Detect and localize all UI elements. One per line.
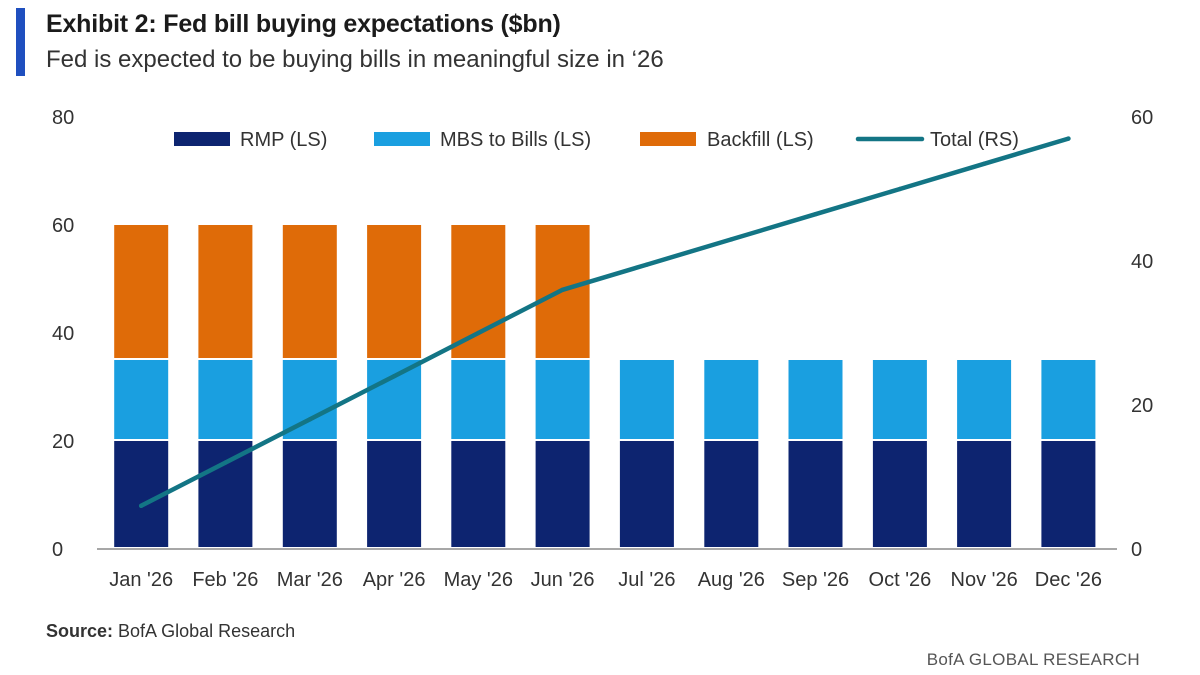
bar-backfill xyxy=(367,225,422,358)
left-axis: 0 20 40 60 80 xyxy=(52,107,74,561)
bar-mbs-to-bills xyxy=(872,360,927,439)
legend-swatch-mbs-to-bills xyxy=(374,132,430,146)
left-tick-label: 0 xyxy=(52,539,63,561)
line-point xyxy=(223,460,228,465)
legend-label: Total (RS) xyxy=(930,129,1019,151)
line-layer xyxy=(138,136,1071,509)
bar-rmp xyxy=(535,441,590,547)
x-tick-label: Jul '26 xyxy=(618,569,675,591)
source-label: Source: xyxy=(46,621,114,641)
line-point xyxy=(813,212,818,217)
line-point xyxy=(729,237,734,242)
legend-swatch-backfill xyxy=(640,132,696,146)
x-tick-label: Apr '26 xyxy=(363,569,426,591)
bar-mbs-to-bills xyxy=(957,360,1012,439)
bar-rmp xyxy=(282,441,337,547)
x-tick-label: Feb '26 xyxy=(192,569,258,591)
bar-rmp xyxy=(1041,441,1096,547)
bar-backfill xyxy=(282,225,337,358)
line-point xyxy=(981,161,987,166)
x-tick-label: Oct '26 xyxy=(869,569,932,591)
bar-rmp xyxy=(451,441,506,547)
x-tick-label: Mar '26 xyxy=(277,569,343,591)
bar-mbs-to-bills xyxy=(198,360,253,439)
bar-rmp xyxy=(872,441,927,547)
bar-mbs-to-bills xyxy=(619,360,674,439)
line-point xyxy=(644,262,650,267)
bar-mbs-to-bills xyxy=(367,360,422,439)
line-point xyxy=(1066,136,1071,141)
x-tick-label: May '26 xyxy=(444,569,513,591)
bar-rmp xyxy=(619,441,674,547)
legend-label: Backfill (LS) xyxy=(707,129,814,151)
bar-mbs-to-bills xyxy=(451,360,506,439)
line-point xyxy=(307,417,312,422)
right-tick-label: 60 xyxy=(1131,107,1153,129)
bars-layer xyxy=(114,225,1096,547)
x-tick-label: Sep '26 xyxy=(782,569,849,591)
line-point xyxy=(139,503,144,508)
x-tick-label: Dec '26 xyxy=(1035,569,1102,591)
source-text: BofA Global Research xyxy=(113,621,296,641)
chart-subtitle: Fed is expected to be buying bills in me… xyxy=(46,46,664,73)
bar-mbs-to-bills xyxy=(788,360,843,439)
x-tick-label: Nov '26 xyxy=(951,569,1018,591)
x-tick-label: Jun '26 xyxy=(531,569,595,591)
right-tick-label: 20 xyxy=(1131,395,1153,417)
right-tick-label: 40 xyxy=(1131,251,1153,273)
x-tick-label: Aug '26 xyxy=(698,569,765,591)
brand-watermark: BofA GLOBAL RESEARCH xyxy=(926,650,1140,669)
bar-rmp xyxy=(704,441,759,547)
bar-backfill xyxy=(198,225,253,358)
chart-title: Exhibit 2: Fed bill buying expectations … xyxy=(46,10,561,38)
bar-rmp xyxy=(788,441,843,547)
legend-label: RMP (LS) xyxy=(240,129,327,151)
bar-rmp xyxy=(957,441,1012,547)
legend-label: MBS to Bills (LS) xyxy=(440,129,591,151)
bar-backfill xyxy=(451,225,506,358)
line-point xyxy=(391,374,397,379)
bar-backfill xyxy=(114,225,169,358)
bar-mbs-to-bills xyxy=(704,360,759,439)
bar-mbs-to-bills xyxy=(114,360,169,439)
left-tick-label: 60 xyxy=(52,215,74,237)
line-point xyxy=(560,287,565,292)
line-total xyxy=(138,136,1071,509)
bar-mbs-to-bills xyxy=(535,360,590,439)
x-axis: Jan '26 Feb '26 Mar '26 Apr '26 May '26 Jun '… xyxy=(109,569,1102,591)
bar-mbs-to-bills xyxy=(282,360,337,439)
bar-mbs-to-bills xyxy=(1041,360,1096,439)
right-axis: 0 20 40 60 xyxy=(1131,107,1153,561)
line-point xyxy=(476,330,481,336)
x-tick-label: Jan '26 xyxy=(109,569,173,591)
line-point xyxy=(897,186,903,192)
legend-swatch-rmp xyxy=(174,132,230,146)
legend: RMP (LS) MBS to Bills (LS) Backfill (LS) To… xyxy=(174,129,1019,151)
source-note: Source: BofA Global Research xyxy=(46,621,295,642)
right-tick-label: 0 xyxy=(1131,539,1142,561)
title-accent-bar xyxy=(16,8,25,76)
bar-rmp xyxy=(198,441,253,547)
left-tick-label: 40 xyxy=(52,323,74,345)
left-tick-label: 20 xyxy=(52,431,74,453)
bar-rmp xyxy=(367,441,422,547)
bar-rmp xyxy=(114,441,169,547)
left-tick-label: 80 xyxy=(52,107,74,129)
chart-area: 0 20 40 60 80 0 20 40 60 Jan '26 Feb '26 Mar '26 A… xyxy=(52,107,1153,591)
